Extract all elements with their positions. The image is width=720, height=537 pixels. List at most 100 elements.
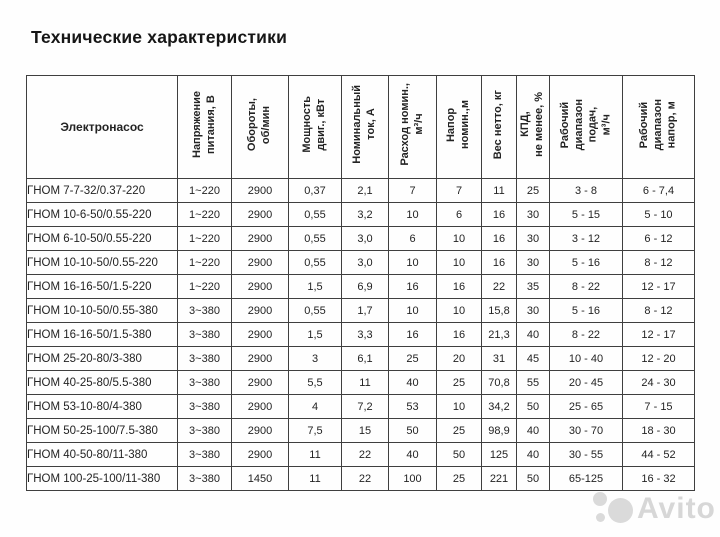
value-cell: 7 [388,178,437,203]
value-cell: 3 - 8 [549,178,623,203]
value-cell: 3~380 [177,394,232,419]
value-cell: 24 - 30 [622,370,695,395]
pump-name-cell: ГНОМ 10-6-50/0.55-220 [26,202,178,227]
value-cell: 3 [288,346,342,371]
value-cell: 3~380 [177,442,232,467]
value-cell: 3,2 [341,202,389,227]
value-cell: 44 - 52 [622,442,695,467]
table-row: ГНОМ 10-10-50/0.55-380 3~380 2900 0,55 1,7 10… [26,298,695,323]
value-cell: 16 [481,226,517,251]
header-voltage: Напряжение питания, В [177,75,232,179]
value-cell: 25 [516,178,550,203]
value-cell: 0,55 [288,250,342,275]
value-cell: 1~220 [177,274,232,299]
table-row: ГНОМ 25-20-80/3-380 3~380 2900 3 6,1 25 20 31 45… [26,346,695,371]
value-cell: 6,9 [341,274,389,299]
value-cell: 3~380 [177,370,232,395]
value-cell: 1450 [231,466,289,491]
value-cell: 5,5 [288,370,342,395]
value-cell: 40 [516,418,550,443]
value-cell: 21,3 [481,322,517,347]
value-cell: 2900 [231,298,289,323]
value-cell: 11 [288,466,342,491]
header-rpm-label: Обороты, об/мин [246,97,272,152]
table-row: ГНОМ 7-7-32/0.37-220 1~220 2900 0,37 2,1 7 7 11… [26,178,695,203]
value-cell: 30 [516,250,550,275]
pump-name-cell: ГНОМ 10-10-50/0.55-380 [26,298,178,323]
value-cell: 5 - 16 [549,250,623,275]
value-cell: 20 - 45 [549,370,623,395]
table-body: ГНОМ 7-7-32/0.37-220 1~220 2900 0,37 2,1 7 7 11… [26,178,695,491]
value-cell: 1~220 [177,250,232,275]
header-head-range-label: Рабочий диапазон напор, м [637,98,678,151]
header-flow: Расход номин., м³/ч [388,75,437,179]
value-cell: 53 [388,394,437,419]
value-cell: 65-125 [549,466,623,491]
header-power: Мощность двиг., кВт [288,75,342,179]
value-cell: 25 [436,466,482,491]
value-cell: 6,1 [341,346,389,371]
header-current-label: Номинальный ток, А [351,85,377,164]
value-cell: 10 [388,250,437,275]
value-cell: 0,55 [288,298,342,323]
pump-name-cell: ГНОМ 50-25-100/7.5-380 [26,418,178,443]
value-cell: 2900 [231,346,289,371]
value-cell: 16 [436,274,482,299]
value-cell: 10 - 40 [549,346,623,371]
value-cell: 30 [516,226,550,251]
pump-name-cell: ГНОМ 25-20-80/3-380 [26,346,178,371]
value-cell: 16 - 32 [622,466,695,491]
value-cell: 2900 [231,250,289,275]
table-header: Электронасос Напряжение питания, В Оборо… [26,75,695,179]
table-row: ГНОМ 10-10-50/0.55-220 1~220 2900 0,55 3,0 10… [26,250,695,275]
table-row: ГНОМ 6-10-50/0.55-220 1~220 2900 0,55 3,0 6 10… [26,226,695,251]
value-cell: 98,9 [481,418,517,443]
value-cell: 16 [481,250,517,275]
value-cell: 20 [436,346,482,371]
table-row: ГНОМ 10-6-50/0.55-220 1~220 2900 0,55 3,2 10 6… [26,202,695,227]
header-weight-label: Вес нетто, кг [492,89,505,160]
value-cell: 25 [436,370,482,395]
specifications-table: Электронасос Напряжение питания, В Оборо… [26,75,695,491]
value-cell: 7 [436,178,482,203]
value-cell: 3~380 [177,298,232,323]
value-cell: 30 [516,298,550,323]
value-cell: 30 - 55 [549,442,623,467]
value-cell: 31 [481,346,517,371]
pump-name-cell: ГНОМ 7-7-32/0.37-220 [26,178,178,203]
value-cell: 100 [388,466,437,491]
value-cell: 2,1 [341,178,389,203]
value-cell: 45 [516,346,550,371]
table-row: ГНОМ 53-10-80/4-380 3~380 2900 4 7,2 53 10 34,2… [26,394,695,419]
value-cell: 1~220 [177,178,232,203]
value-cell: 22 [481,274,517,299]
value-cell: 50 [516,466,550,491]
value-cell: 10 [436,394,482,419]
value-cell: 11 [341,370,389,395]
value-cell: 1~220 [177,202,232,227]
value-cell: 2900 [231,178,289,203]
value-cell: 3 - 12 [549,226,623,251]
value-cell: 40 [388,370,437,395]
value-cell: 10 [388,298,437,323]
header-row: Электронасос Напряжение питания, В Оборо… [26,75,695,179]
value-cell: 11 [481,178,517,203]
value-cell: 221 [481,466,517,491]
avito-logo-circle-big [608,498,633,523]
value-cell: 25 [436,418,482,443]
pump-name-cell: ГНОМ 40-50-80/11-380 [26,442,178,467]
table-row: ГНОМ 16-16-50/1.5-380 3~380 2900 1,5 3,3 16 16… [26,322,695,347]
value-cell: 55 [516,370,550,395]
value-cell: 40 [516,442,550,467]
value-cell: 1,5 [288,274,342,299]
value-cell: 3~380 [177,322,232,347]
value-cell: 12 - 20 [622,346,695,371]
header-rpm: Обороты, об/мин [231,75,289,179]
value-cell: 30 [516,202,550,227]
value-cell: 3~380 [177,466,232,491]
pump-name-cell: ГНОМ 100-25-100/11-380 [26,466,178,491]
value-cell: 8 - 22 [549,322,623,347]
value-cell: 7 - 15 [622,394,695,419]
value-cell: 2900 [231,442,289,467]
